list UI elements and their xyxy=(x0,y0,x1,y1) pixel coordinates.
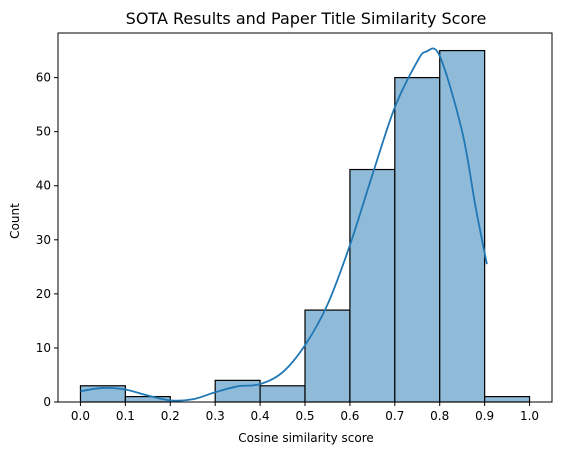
x-tick-label: 0.6 xyxy=(340,409,359,423)
y-tick-label: 0 xyxy=(43,395,51,409)
histogram-bar-6 xyxy=(349,168,396,403)
y-tick-label: 60 xyxy=(36,71,51,85)
histogram-bar-4 xyxy=(259,385,306,403)
x-tick-label: 0.0 xyxy=(71,409,90,423)
y-axis-label: Count xyxy=(8,203,22,239)
x-tick-label: 0.8 xyxy=(430,409,449,423)
x-tick-label: 0.1 xyxy=(116,409,135,423)
histogram-bar-9 xyxy=(484,395,531,403)
x-tick-label: 0.2 xyxy=(161,409,180,423)
y-tick-label: 30 xyxy=(36,233,51,247)
histogram-bar-5 xyxy=(304,309,351,403)
y-tick-label: 20 xyxy=(36,287,51,301)
y-tick-label: 10 xyxy=(36,341,51,355)
chart-title: SOTA Results and Paper Title Similarity … xyxy=(126,9,487,28)
x-tick-label: 0.7 xyxy=(385,409,404,423)
kde-curve xyxy=(80,47,488,402)
x-axis-label: Cosine similarity score xyxy=(238,431,374,445)
x-tick-label: 0.4 xyxy=(251,409,270,423)
x-tick-label: 1.0 xyxy=(520,409,539,423)
x-axis-ticks: 0.0 0.1 0.2 0.3 0.4 0.5 0.6 0.7 0.8 0.9 1.0 xyxy=(71,402,539,423)
x-tick-label: 0.9 xyxy=(475,409,494,423)
bars-group xyxy=(79,49,531,403)
y-axis-ticks: 0 10 20 30 40 50 60 xyxy=(36,71,58,409)
histogram-bar-7 xyxy=(394,77,441,403)
x-tick-label: 0.5 xyxy=(295,409,314,423)
histogram-bar-8 xyxy=(439,49,486,403)
y-tick-label: 40 xyxy=(36,179,51,193)
x-tick-label: 0.3 xyxy=(206,409,225,423)
y-tick-label: 50 xyxy=(36,125,51,139)
